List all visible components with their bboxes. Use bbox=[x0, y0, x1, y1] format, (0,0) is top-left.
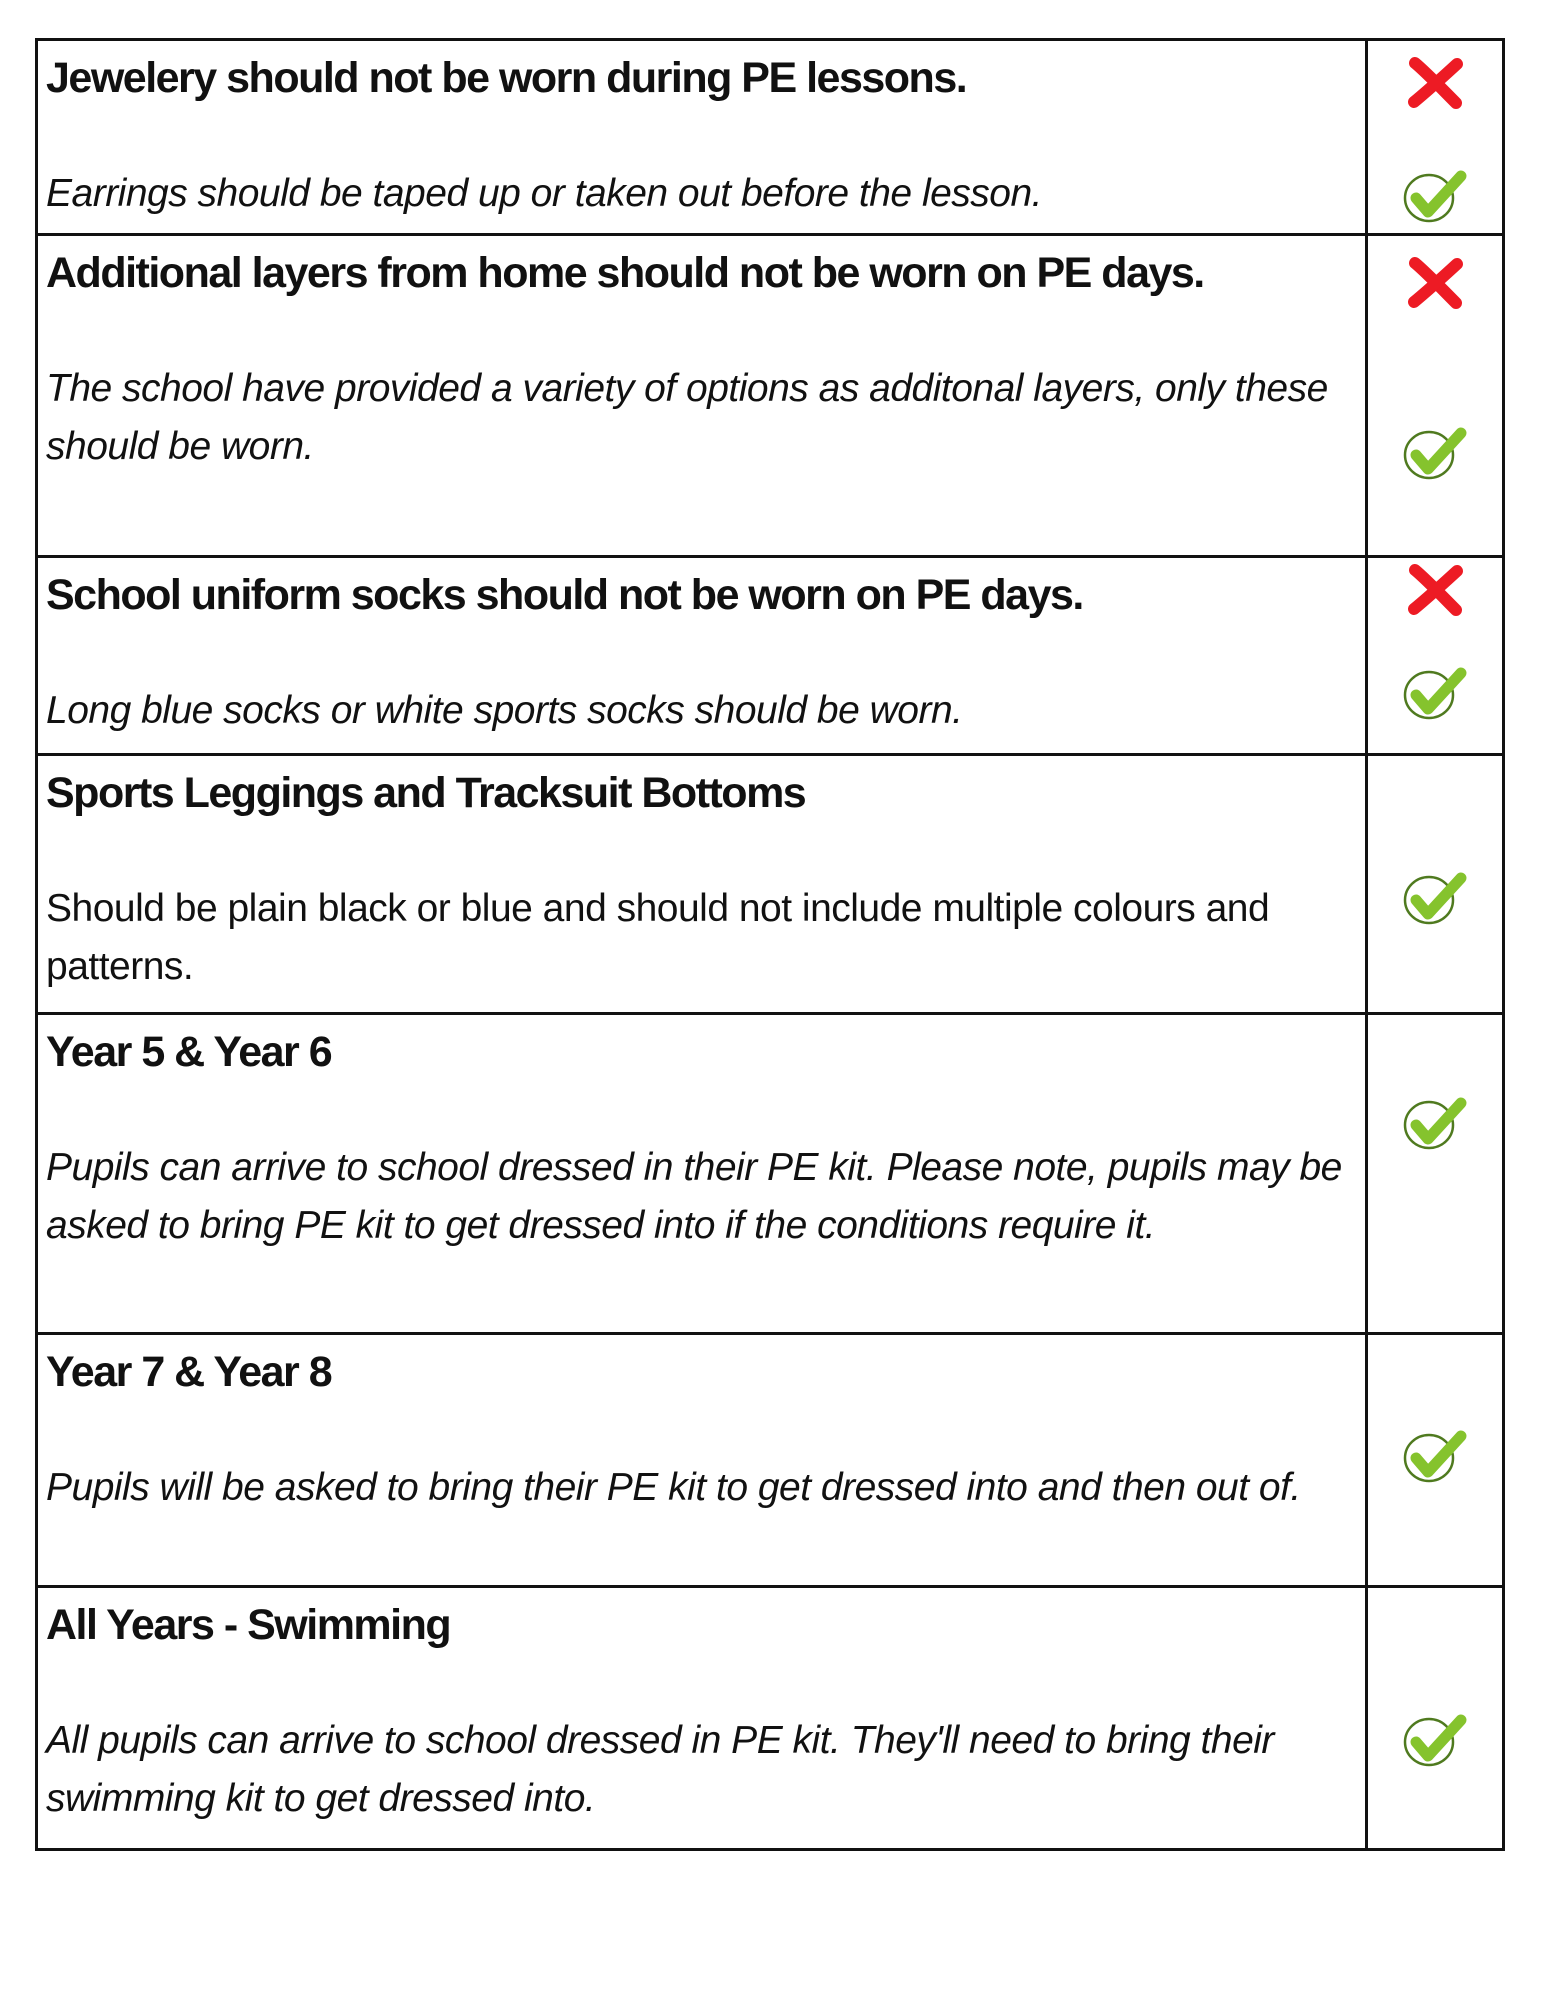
rule-text-cell: All Years - Swimming All pupils can arri… bbox=[35, 1585, 1368, 1851]
green-check-circle-icon bbox=[1402, 1711, 1468, 1769]
rule-status-cell bbox=[1365, 1332, 1505, 1588]
rule-body: Long blue socks or white sports socks sh… bbox=[46, 689, 963, 732]
rule-heading: Jewelery should not be worn during PE le… bbox=[46, 54, 968, 102]
rule-status-cell bbox=[1365, 753, 1505, 1015]
rule-text-cell: Year 5 & Year 6 Pupils can arrive to sch… bbox=[35, 1012, 1368, 1335]
table-row: Additional layers from home should not b… bbox=[35, 233, 1505, 558]
rule-body: Should be plain black or blue and should… bbox=[46, 887, 1270, 988]
rule-body: All pupils can arrive to school dressed … bbox=[46, 1719, 1274, 1820]
rule-status-cell bbox=[1365, 555, 1505, 756]
rule-status-cell bbox=[1365, 1012, 1505, 1335]
rule-body: Pupils will be asked to bring their PE k… bbox=[46, 1466, 1301, 1509]
green-check-circle-icon bbox=[1402, 1427, 1468, 1485]
green-check-circle-icon bbox=[1402, 167, 1468, 225]
red-cross-icon bbox=[1406, 256, 1464, 310]
rule-heading: School uniform socks should not be worn … bbox=[46, 571, 1084, 619]
rule-text-cell: Sports Leggings and Tracksuit Bottoms Sh… bbox=[35, 753, 1368, 1015]
rule-text-cell: Additional layers from home should not b… bbox=[35, 233, 1368, 558]
table-row: Year 5 & Year 6 Pupils can arrive to sch… bbox=[35, 1012, 1505, 1335]
red-cross-icon bbox=[1406, 56, 1464, 110]
rule-heading: Year 7 & Year 8 bbox=[46, 1348, 333, 1396]
pe-kit-rules-table: Jewelery should not be worn during PE le… bbox=[35, 38, 1505, 1851]
rule-body: Earrings should be taped up or taken out… bbox=[46, 172, 1043, 215]
rule-text-cell: School uniform socks should not be worn … bbox=[35, 555, 1368, 756]
green-check-circle-icon bbox=[1402, 424, 1468, 482]
rule-body: Pupils can arrive to school dressed in t… bbox=[46, 1146, 1342, 1247]
rule-text-cell: Jewelery should not be worn during PE le… bbox=[35, 38, 1368, 236]
table-row: Sports Leggings and Tracksuit Bottoms Sh… bbox=[35, 753, 1505, 1015]
green-check-circle-icon bbox=[1402, 869, 1468, 927]
rule-text-cell: Year 7 & Year 8 Pupils will be asked to … bbox=[35, 1332, 1368, 1588]
rule-heading: Sports Leggings and Tracksuit Bottoms bbox=[46, 769, 807, 817]
rule-heading: All Years - Swimming bbox=[46, 1601, 452, 1649]
rule-status-cell bbox=[1365, 38, 1505, 236]
rule-body: The school have provided a variety of op… bbox=[46, 367, 1328, 468]
rule-status-cell bbox=[1365, 1585, 1505, 1851]
red-cross-icon bbox=[1406, 563, 1464, 617]
table-row: All Years - Swimming All pupils can arri… bbox=[35, 1585, 1505, 1851]
table-row: Year 7 & Year 8 Pupils will be asked to … bbox=[35, 1332, 1505, 1588]
rule-heading: Additional layers from home should not b… bbox=[46, 249, 1205, 297]
green-check-circle-icon bbox=[1402, 1094, 1468, 1152]
rule-status-cell bbox=[1365, 233, 1505, 558]
table-row: Jewelery should not be worn during PE le… bbox=[35, 38, 1505, 236]
rule-heading: Year 5 & Year 6 bbox=[46, 1028, 333, 1076]
green-check-circle-icon bbox=[1402, 664, 1468, 722]
table-row: School uniform socks should not be worn … bbox=[35, 555, 1505, 756]
